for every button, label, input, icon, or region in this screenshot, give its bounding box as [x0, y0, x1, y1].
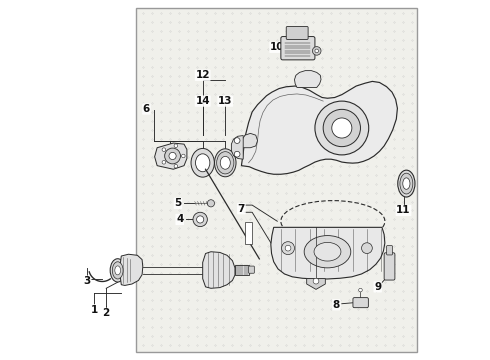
Ellipse shape [304, 235, 351, 268]
FancyBboxPatch shape [248, 266, 254, 273]
Circle shape [313, 278, 319, 284]
Text: 9: 9 [374, 282, 381, 292]
Text: 11: 11 [396, 206, 411, 216]
Circle shape [285, 245, 291, 251]
Text: 8: 8 [333, 300, 340, 310]
Circle shape [162, 161, 166, 164]
Text: 14: 14 [196, 96, 210, 106]
Polygon shape [294, 71, 321, 87]
FancyBboxPatch shape [245, 222, 252, 244]
FancyBboxPatch shape [353, 298, 368, 308]
Polygon shape [271, 227, 385, 279]
FancyBboxPatch shape [136, 8, 417, 352]
Polygon shape [155, 143, 187, 169]
Text: 3: 3 [84, 276, 91, 286]
Ellipse shape [110, 259, 125, 282]
Polygon shape [242, 134, 258, 148]
FancyBboxPatch shape [281, 37, 315, 60]
Circle shape [315, 49, 318, 53]
Ellipse shape [217, 152, 234, 174]
Polygon shape [120, 254, 143, 285]
Polygon shape [203, 252, 235, 288]
FancyBboxPatch shape [387, 246, 392, 255]
Ellipse shape [196, 154, 210, 172]
Text: 2: 2 [102, 309, 110, 318]
Circle shape [315, 101, 368, 155]
Polygon shape [307, 279, 325, 289]
Circle shape [234, 151, 240, 157]
Circle shape [359, 288, 362, 292]
Ellipse shape [112, 262, 123, 279]
Circle shape [193, 212, 207, 226]
Circle shape [362, 243, 372, 253]
Text: 10: 10 [270, 42, 285, 52]
Polygon shape [231, 135, 243, 159]
Circle shape [196, 216, 204, 223]
Circle shape [165, 148, 180, 164]
FancyBboxPatch shape [384, 253, 395, 280]
Text: 5: 5 [174, 198, 182, 208]
Ellipse shape [400, 173, 413, 194]
Circle shape [323, 109, 361, 147]
Circle shape [169, 152, 176, 159]
Ellipse shape [403, 178, 410, 189]
Circle shape [174, 144, 178, 148]
Ellipse shape [314, 242, 341, 261]
Text: 7: 7 [238, 204, 245, 214]
Ellipse shape [191, 148, 214, 177]
Text: 4: 4 [176, 215, 183, 224]
FancyBboxPatch shape [286, 27, 308, 40]
Circle shape [332, 118, 352, 138]
FancyBboxPatch shape [235, 265, 249, 275]
Text: 13: 13 [218, 96, 233, 106]
Ellipse shape [220, 156, 230, 169]
Circle shape [162, 148, 166, 152]
Circle shape [313, 46, 321, 55]
Circle shape [181, 154, 185, 158]
Circle shape [174, 165, 178, 168]
Ellipse shape [398, 170, 415, 197]
Text: 12: 12 [196, 70, 210, 80]
Circle shape [207, 200, 215, 207]
Ellipse shape [115, 266, 121, 275]
Ellipse shape [215, 149, 236, 177]
Text: 6: 6 [143, 104, 150, 114]
Circle shape [282, 242, 294, 255]
Text: 1: 1 [91, 305, 98, 315]
Circle shape [234, 138, 240, 143]
Polygon shape [242, 81, 397, 174]
